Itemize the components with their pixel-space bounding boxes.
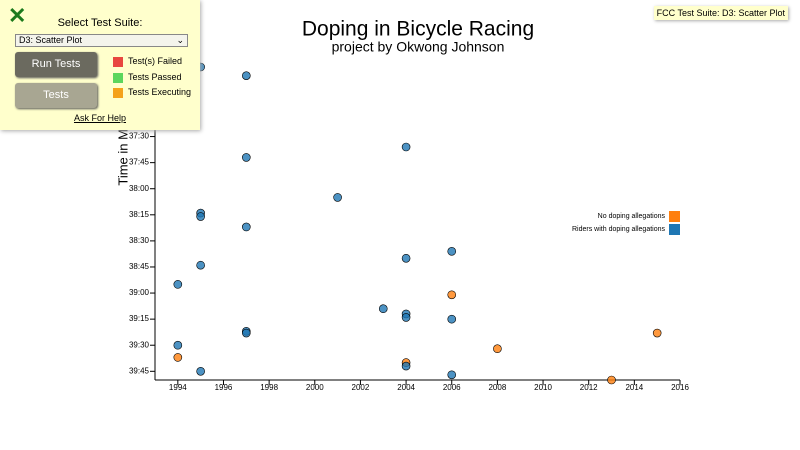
dot — [333, 193, 342, 202]
y-tick-label: 39:45 — [129, 366, 150, 375]
y-tick-label: 38:30 — [129, 236, 150, 245]
dot — [378, 304, 388, 314]
close-icon[interactable]: ✕ — [8, 3, 27, 28]
dot — [447, 370, 457, 380]
dot — [173, 280, 183, 289]
x-tick-label: 2016 — [671, 383, 689, 392]
y-tick-label: 38:00 — [129, 184, 150, 193]
dot — [242, 222, 251, 232]
x-tick-label: 2006 — [443, 383, 461, 392]
tests-button[interactable]: Tests — [15, 83, 97, 108]
dot — [401, 142, 411, 152]
x-tick-label: 2010 — [534, 383, 552, 392]
y-tick-label: 37:45 — [129, 158, 150, 167]
dot — [173, 340, 183, 350]
y-tick-label: 39:30 — [129, 340, 150, 349]
legend-label: Riders with doping allegations — [572, 226, 665, 233]
x-tick-label: 2012 — [580, 383, 598, 392]
x-tick-label: 1996 — [215, 383, 233, 392]
dot — [401, 361, 411, 371]
x-tick-label: 2002 — [352, 383, 370, 392]
passed-label: Tests Passed — [128, 72, 182, 82]
failed-label: Test(s) Failed — [128, 56, 183, 66]
legend-swatch — [669, 211, 680, 222]
suite-badge[interactable]: FCC Test Suite: D3: Scatter Plot — [653, 6, 788, 20]
x-tick-label: 2014 — [625, 383, 643, 392]
dot — [401, 313, 411, 322]
dot — [607, 375, 616, 385]
suite-heading: Select Test Suite: — [57, 17, 143, 29]
test-panel: ✕ Select Test Suite: D3: Scatter Plot ⌄ R… — [0, 0, 200, 130]
dot — [652, 328, 662, 338]
x-tick-label: 2008 — [488, 383, 506, 392]
y-tick-label: 38:15 — [129, 210, 150, 219]
passed-swatch — [113, 73, 123, 83]
x-tick-label: 1994 — [169, 383, 187, 392]
x-tick-label: 2000 — [306, 383, 324, 392]
dot — [447, 247, 457, 256]
dot — [242, 71, 251, 80]
legend-swatch — [669, 224, 680, 235]
dot — [401, 253, 411, 263]
dot — [493, 344, 502, 354]
help-link[interactable]: Ask For Help — [73, 113, 126, 123]
chart-subtitle: project by Okwong Johnson — [332, 39, 505, 55]
dot — [447, 290, 457, 300]
dot — [173, 353, 183, 362]
run-tests-button[interactable]: Run Tests — [15, 52, 97, 77]
suite-select[interactable]: D3: Scatter Plot ⌄ — [15, 34, 188, 47]
dot — [196, 260, 205, 270]
suite-select-text: D3: Scatter Plot — [19, 35, 83, 45]
chart-title: Doping in Bicycle Racing — [302, 18, 534, 41]
y-tick-label: 37:30 — [129, 132, 150, 141]
executing-swatch — [113, 88, 123, 98]
x-tick-label: 2004 — [397, 383, 415, 392]
x-tick-label: 1998 — [260, 383, 278, 392]
dot — [196, 367, 205, 376]
y-tick-label: 38:45 — [129, 262, 150, 271]
dot — [242, 153, 251, 162]
dot — [242, 328, 251, 338]
y-tick-label: 39:15 — [129, 314, 150, 323]
legend-label: No doping allegations — [598, 213, 666, 220]
failed-swatch — [113, 57, 123, 67]
dot — [447, 314, 457, 324]
y-tick-label: 39:00 — [129, 288, 150, 297]
dot — [196, 212, 205, 221]
executing-label: Tests Executing — [128, 87, 192, 97]
